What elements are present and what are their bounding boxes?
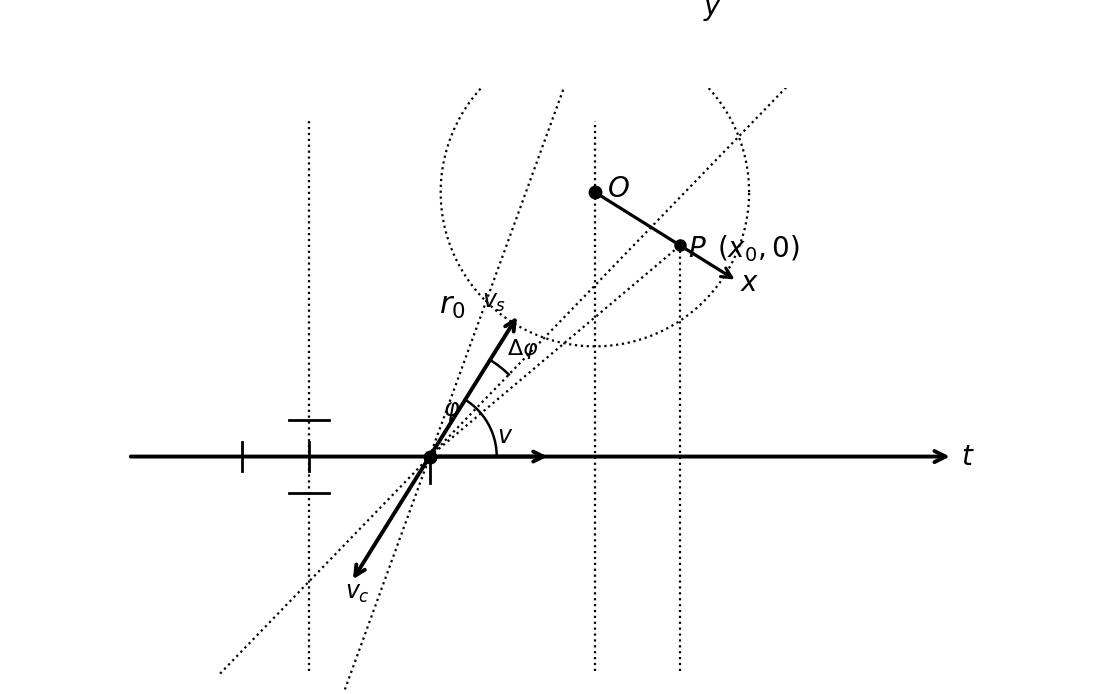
Text: $v_s$: $v_s$ [481,290,505,314]
Text: $y$: $y$ [702,0,722,24]
Text: $v_c$: $v_c$ [345,581,370,604]
Text: $P$: $P$ [688,235,707,263]
Text: $\varphi$: $\varphi$ [443,399,461,423]
Text: $v$: $v$ [497,424,513,448]
Text: $t$: $t$ [961,443,975,471]
Text: $\Delta\varphi$: $\Delta\varphi$ [508,337,539,361]
Text: $r_0$: $r_0$ [439,292,465,321]
Text: $(x_0, 0)$: $(x_0, 0)$ [717,233,800,264]
Text: $O$: $O$ [607,175,630,203]
Text: $x$: $x$ [741,269,759,297]
